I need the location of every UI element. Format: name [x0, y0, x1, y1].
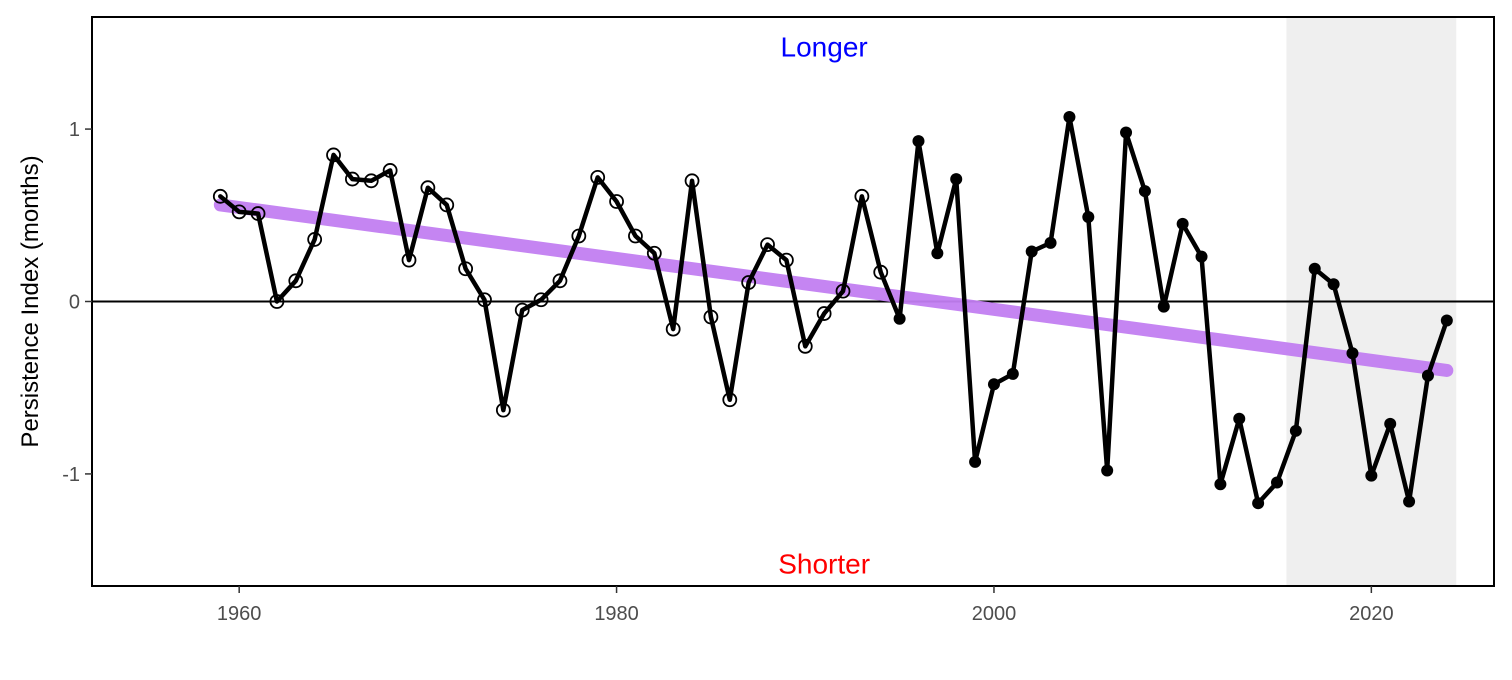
data-point — [1082, 211, 1095, 224]
annotation-label: Shorter — [778, 549, 870, 580]
data-point — [1271, 476, 1284, 489]
data-point — [1214, 478, 1227, 491]
data-point — [950, 173, 963, 186]
data-point — [514, 302, 530, 318]
data-point — [1176, 217, 1189, 230]
data-point — [1252, 497, 1265, 510]
data-point — [741, 275, 757, 290]
data-point — [797, 338, 813, 354]
x-tick-label: 2020 — [1349, 603, 1394, 625]
data-point — [873, 264, 889, 280]
data-point — [552, 273, 568, 289]
data-point — [250, 206, 266, 221]
data-point — [571, 228, 587, 244]
data-point — [363, 173, 379, 189]
data-point — [344, 171, 360, 187]
data-point — [646, 245, 662, 261]
y-tick-label: 1 — [69, 119, 80, 141]
data-point — [1044, 236, 1057, 249]
data-point — [326, 147, 341, 163]
data-point — [1327, 278, 1340, 291]
data-point — [1195, 250, 1208, 263]
data-point — [609, 194, 624, 209]
data-point — [1403, 495, 1416, 508]
data-point — [722, 392, 738, 408]
data-point — [439, 197, 455, 213]
data-point — [665, 321, 681, 337]
data-point — [1063, 111, 1076, 124]
data-point — [1440, 314, 1453, 327]
data-point — [1384, 417, 1397, 430]
data-point — [1308, 262, 1321, 275]
series-layer — [212, 111, 1453, 510]
data-point — [495, 402, 511, 418]
data-point — [477, 292, 492, 308]
data-point — [1101, 464, 1114, 477]
data-point — [854, 188, 870, 204]
data-point — [269, 294, 285, 309]
data-point — [533, 292, 549, 308]
trend-layer — [213, 198, 1454, 377]
data-point — [590, 169, 606, 185]
x-tick-label: 1960 — [217, 603, 262, 625]
data-point — [912, 135, 925, 148]
data-point — [401, 252, 417, 268]
data-point — [458, 261, 474, 277]
data-point — [307, 232, 323, 247]
data-point — [778, 252, 794, 268]
y-tick-label: -1 — [62, 464, 80, 486]
data-point — [684, 173, 700, 189]
data-point — [212, 188, 228, 204]
data-point — [1006, 367, 1019, 380]
y-axis-title: Persistence Index (months) — [17, 155, 44, 447]
data-point — [1421, 369, 1434, 382]
data-point — [893, 312, 906, 325]
data-point — [703, 309, 719, 325]
annotation-layer: Longer Shorter — [778, 31, 870, 579]
data-point — [987, 378, 1000, 391]
data-point — [382, 163, 398, 178]
data-point — [420, 180, 436, 196]
axes-layer: 1960 1980 2000 2020 -1 0 1 Persistence Index (m… — [17, 16, 1495, 625]
data-point — [835, 283, 851, 299]
data-point — [1346, 347, 1359, 360]
x-tick-label: 2000 — [972, 603, 1017, 625]
data-point — [1025, 245, 1038, 258]
data-point — [760, 237, 775, 253]
data-point — [1157, 300, 1170, 313]
data-point — [1289, 424, 1302, 437]
data-point — [816, 306, 832, 321]
data-point — [931, 247, 944, 260]
series-line — [218, 114, 1450, 506]
x-tick-label: 1980 — [594, 603, 639, 625]
data-point — [1138, 185, 1151, 198]
y-tick-label: 0 — [69, 292, 80, 314]
data-point — [1120, 126, 1133, 139]
trend-line — [213, 198, 1454, 377]
annotation-label: Longer — [781, 31, 868, 62]
data-point — [231, 204, 247, 220]
data-point — [628, 228, 643, 244]
data-point — [969, 455, 982, 468]
data-point — [1233, 412, 1246, 425]
data-point — [1365, 469, 1378, 482]
data-point — [288, 273, 304, 289]
